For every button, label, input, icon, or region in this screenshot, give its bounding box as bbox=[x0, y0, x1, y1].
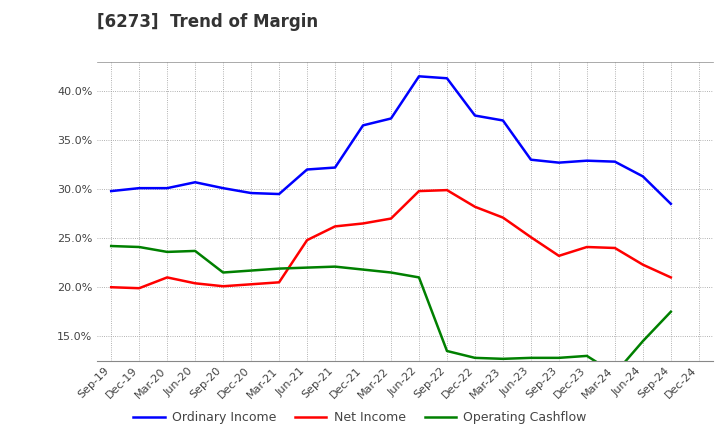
Net Income bbox=[526, 235, 535, 240]
Ordinary Income bbox=[107, 188, 115, 194]
Net Income bbox=[163, 275, 171, 280]
Net Income bbox=[554, 253, 563, 258]
Net Income bbox=[499, 215, 508, 220]
Operating Cashflow bbox=[275, 266, 284, 271]
Net Income bbox=[247, 282, 256, 287]
Net Income bbox=[135, 286, 143, 291]
Ordinary Income bbox=[499, 118, 508, 123]
Net Income bbox=[667, 275, 675, 280]
Net Income bbox=[471, 204, 480, 209]
Ordinary Income bbox=[302, 167, 311, 172]
Operating Cashflow bbox=[526, 355, 535, 360]
Ordinary Income bbox=[330, 165, 339, 170]
Net Income bbox=[219, 284, 228, 289]
Ordinary Income bbox=[275, 191, 284, 197]
Ordinary Income bbox=[219, 186, 228, 191]
Operating Cashflow bbox=[163, 249, 171, 255]
Line: Net Income: Net Income bbox=[111, 190, 671, 288]
Line: Operating Cashflow: Operating Cashflow bbox=[111, 246, 671, 374]
Net Income bbox=[387, 216, 395, 221]
Ordinary Income bbox=[667, 201, 675, 206]
Operating Cashflow bbox=[302, 265, 311, 270]
Ordinary Income bbox=[582, 158, 591, 163]
Net Income bbox=[107, 285, 115, 290]
Operating Cashflow bbox=[219, 270, 228, 275]
Operating Cashflow bbox=[359, 267, 367, 272]
Ordinary Income bbox=[611, 159, 619, 164]
Net Income bbox=[415, 188, 423, 194]
Operating Cashflow bbox=[667, 309, 675, 315]
Operating Cashflow bbox=[330, 264, 339, 269]
Ordinary Income bbox=[639, 174, 647, 179]
Ordinary Income bbox=[359, 123, 367, 128]
Net Income bbox=[330, 224, 339, 229]
Net Income bbox=[275, 280, 284, 285]
Operating Cashflow bbox=[639, 338, 647, 344]
Operating Cashflow bbox=[471, 355, 480, 360]
Ordinary Income bbox=[554, 160, 563, 165]
Net Income bbox=[611, 246, 619, 251]
Net Income bbox=[359, 221, 367, 226]
Ordinary Income bbox=[526, 157, 535, 162]
Ordinary Income bbox=[191, 180, 199, 185]
Operating Cashflow bbox=[499, 356, 508, 362]
Net Income bbox=[582, 244, 591, 249]
Net Income bbox=[302, 238, 311, 243]
Ordinary Income bbox=[135, 186, 143, 191]
Ordinary Income bbox=[415, 73, 423, 79]
Ordinary Income bbox=[387, 116, 395, 121]
Ordinary Income bbox=[247, 191, 256, 196]
Line: Ordinary Income: Ordinary Income bbox=[111, 76, 671, 204]
Legend: Ordinary Income, Net Income, Operating Cashflow: Ordinary Income, Net Income, Operating C… bbox=[128, 407, 592, 429]
Operating Cashflow bbox=[247, 268, 256, 273]
Operating Cashflow bbox=[443, 348, 451, 354]
Net Income bbox=[639, 262, 647, 268]
Net Income bbox=[443, 187, 451, 193]
Operating Cashflow bbox=[387, 270, 395, 275]
Operating Cashflow bbox=[611, 371, 619, 376]
Ordinary Income bbox=[163, 186, 171, 191]
Operating Cashflow bbox=[554, 355, 563, 360]
Operating Cashflow bbox=[107, 243, 115, 249]
Operating Cashflow bbox=[191, 248, 199, 253]
Net Income bbox=[191, 281, 199, 286]
Text: [6273]  Trend of Margin: [6273] Trend of Margin bbox=[97, 13, 318, 31]
Ordinary Income bbox=[443, 76, 451, 81]
Operating Cashflow bbox=[135, 244, 143, 249]
Ordinary Income bbox=[471, 113, 480, 118]
Operating Cashflow bbox=[582, 353, 591, 359]
Operating Cashflow bbox=[415, 275, 423, 280]
